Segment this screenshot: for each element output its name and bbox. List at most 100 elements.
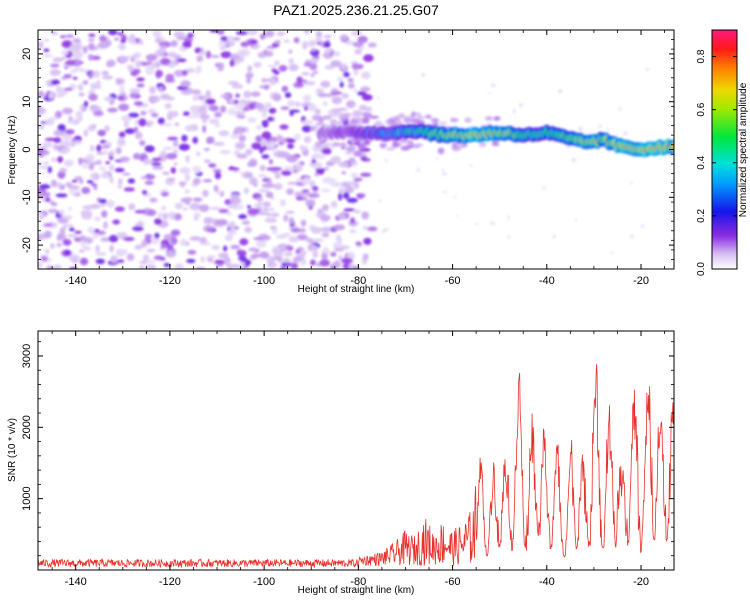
noise-blob bbox=[301, 40, 309, 49]
noise-blob bbox=[96, 159, 102, 163]
noise-blob bbox=[78, 92, 85, 97]
noise-blob bbox=[98, 41, 110, 49]
noise-blob bbox=[161, 122, 173, 127]
noise-blob bbox=[353, 68, 359, 76]
noise-blob bbox=[217, 252, 228, 259]
noise-blob bbox=[38, 261, 43, 269]
noise-blob bbox=[291, 170, 299, 174]
noise-blob bbox=[189, 105, 201, 113]
noise-blob bbox=[96, 144, 102, 152]
noise-blob bbox=[50, 79, 61, 85]
noise-blob bbox=[338, 255, 343, 261]
noise-blob bbox=[205, 98, 216, 105]
noise-blob bbox=[214, 123, 221, 128]
noise-blob bbox=[295, 195, 303, 201]
noise-blob bbox=[93, 110, 104, 117]
noise-blob bbox=[278, 151, 291, 159]
noise-blob bbox=[95, 252, 107, 256]
noise-blob bbox=[155, 69, 164, 78]
noise-blob bbox=[50, 31, 58, 35]
noise-blob bbox=[350, 217, 355, 224]
noise-blob bbox=[130, 57, 135, 63]
noise-blob bbox=[74, 50, 83, 58]
halo-blob bbox=[413, 112, 422, 116]
halo-blob bbox=[478, 141, 487, 148]
noise-speck bbox=[629, 234, 634, 239]
noise-blob bbox=[193, 177, 201, 185]
noise-blob bbox=[61, 226, 67, 230]
noise-blob bbox=[314, 109, 321, 114]
halo-blob bbox=[398, 113, 405, 119]
noise-blob bbox=[148, 174, 156, 180]
noise-blob bbox=[229, 98, 235, 105]
halo-blob bbox=[309, 125, 317, 132]
noise-blob bbox=[82, 80, 89, 85]
noise-blob bbox=[62, 215, 73, 220]
noise-blob bbox=[294, 101, 301, 107]
noise-blob bbox=[136, 77, 145, 82]
noise-blob bbox=[225, 234, 233, 242]
noise-blob bbox=[266, 167, 277, 171]
noise-blob bbox=[116, 259, 125, 264]
noise-blob bbox=[135, 68, 141, 74]
noise-blob bbox=[87, 124, 97, 132]
noise-blob bbox=[265, 216, 275, 222]
noise-blob bbox=[89, 144, 95, 152]
noise-blob bbox=[119, 85, 125, 94]
noise-blob bbox=[74, 230, 82, 234]
noise-blob bbox=[51, 202, 58, 207]
noise-blob bbox=[116, 78, 125, 85]
noise-blob bbox=[67, 233, 78, 238]
noise-blob bbox=[189, 236, 201, 241]
y-tick-label: 1000 bbox=[21, 486, 33, 510]
noise-blob bbox=[264, 102, 272, 108]
noise-blob bbox=[275, 134, 283, 142]
noise-blob bbox=[361, 211, 370, 220]
colorbar: 0.0 0.2 0.4 0.6 0.8 Normalized spectral ampl… bbox=[696, 29, 749, 276]
noise-blob bbox=[163, 96, 175, 101]
noise-blob bbox=[86, 180, 94, 184]
noise-blob bbox=[268, 77, 277, 86]
noise-blob bbox=[67, 206, 73, 211]
noise-blob bbox=[63, 223, 75, 228]
noise-blob bbox=[303, 81, 316, 86]
noise-blob bbox=[320, 80, 331, 88]
noise-blob bbox=[307, 103, 317, 112]
noise-speck bbox=[571, 158, 576, 163]
halo-blob bbox=[417, 115, 425, 120]
spectrogram-y-axis-label: Frequency (Hz) bbox=[7, 116, 18, 185]
noise-blob bbox=[295, 249, 301, 254]
halo-blob bbox=[357, 142, 367, 150]
noise-blob bbox=[57, 124, 66, 132]
noise-speck bbox=[640, 224, 645, 228]
noise-speck bbox=[552, 234, 557, 239]
snr-series-line bbox=[38, 364, 674, 569]
noise-blob bbox=[253, 61, 262, 68]
colorbar-tick-label: 0.2 bbox=[696, 209, 707, 223]
noise-blob bbox=[351, 159, 356, 164]
noise-blob bbox=[173, 31, 185, 38]
noise-blob bbox=[251, 142, 262, 150]
noise-blob bbox=[279, 124, 289, 130]
noise-blob bbox=[144, 234, 153, 239]
noise-blob bbox=[173, 213, 182, 221]
noise-blob bbox=[160, 57, 171, 66]
noise-blob bbox=[61, 40, 72, 49]
noise-blob bbox=[157, 117, 165, 125]
noise-blob bbox=[202, 179, 213, 183]
noise-blob bbox=[218, 40, 227, 46]
noise-blob bbox=[186, 258, 196, 264]
noise-blob bbox=[333, 51, 341, 57]
noise-blob bbox=[360, 172, 372, 177]
noise-blob bbox=[54, 145, 67, 149]
noise-blob bbox=[43, 38, 50, 42]
noise-blob bbox=[214, 171, 222, 180]
noise-blob bbox=[353, 89, 358, 93]
noise-blob bbox=[161, 205, 167, 211]
noise-blob bbox=[274, 171, 281, 179]
noise-speck bbox=[629, 181, 633, 185]
noise-blob bbox=[44, 137, 57, 142]
noise-blob bbox=[300, 178, 309, 184]
noise-blob bbox=[140, 240, 148, 248]
